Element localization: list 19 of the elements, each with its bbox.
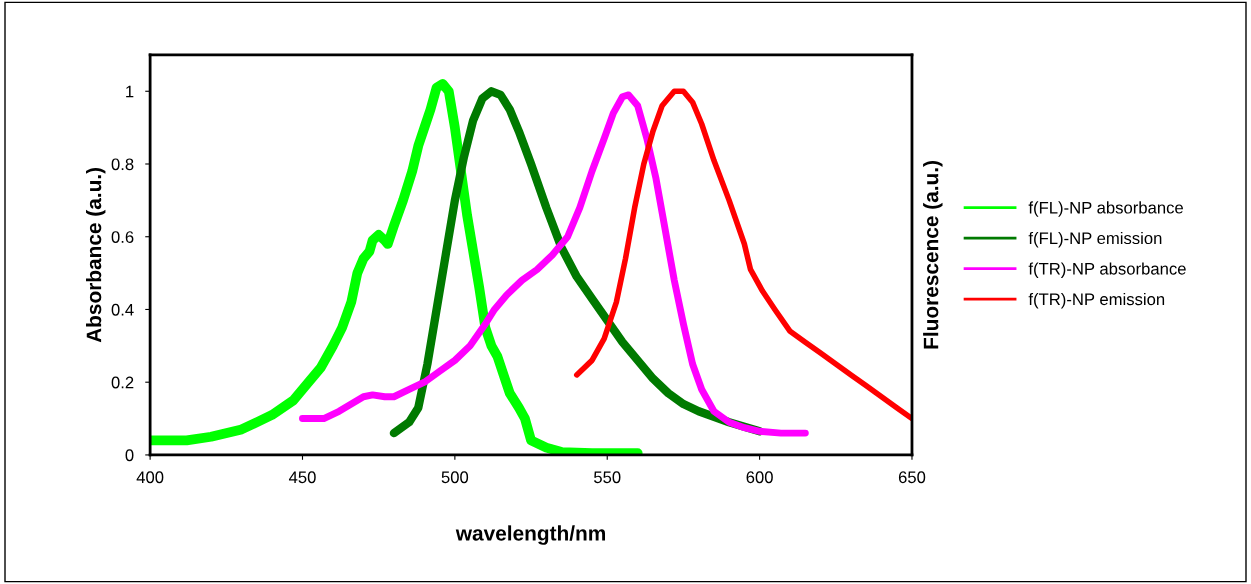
- x-tick-label: 650: [898, 471, 926, 484]
- x-axis-title: wavelength/nm: [455, 525, 606, 545]
- y-tick-label: 0.6: [111, 231, 134, 243]
- y-tick-label: 0.2: [111, 376, 134, 389]
- x-tick-label: 500: [441, 471, 469, 484]
- legend-label: f(TR)-NP emission: [1028, 292, 1165, 309]
- legend-label: f(FL)-NP absorbance: [1028, 201, 1183, 217]
- x-tick-label: 450: [288, 471, 316, 484]
- x-tick-label: 400: [136, 471, 164, 484]
- y-axis-title: Absorbance (a.u.): [86, 167, 106, 343]
- x-tick-label: 550: [594, 471, 621, 484]
- y2-axis-title: Fluorescence (a.u.): [923, 161, 943, 349]
- legend-label: f(TR)-NP absorbance: [1028, 262, 1186, 278]
- y-tick-label: 0.4: [111, 303, 134, 316]
- y-tick-label: 0: [125, 449, 134, 462]
- y-tick-label: 1: [126, 85, 134, 98]
- legend-label: f(FL)-NP emission: [1028, 231, 1162, 248]
- y-tick-label: 0.8: [111, 158, 134, 171]
- x-tick-label: 600: [746, 471, 773, 484]
